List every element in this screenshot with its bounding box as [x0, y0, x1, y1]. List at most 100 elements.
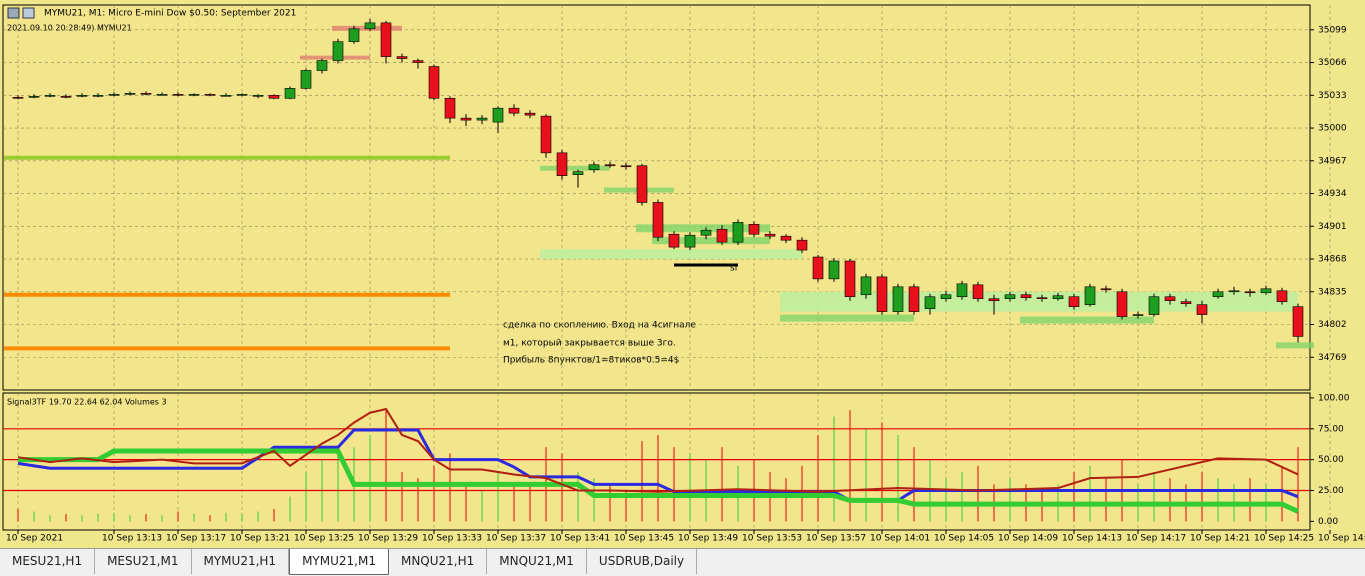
- candle-body: [140, 93, 152, 95]
- icon: [7, 7, 20, 19]
- candle-body: [316, 60, 328, 71]
- chart: MYMU21, M1: Micro E-mini Dow $0.50: Sept…: [2, 4, 1365, 544]
- tab[interactable]: MYMU21,H1: [192, 549, 290, 574]
- candle-body: [668, 233, 680, 248]
- candle-body: [284, 88, 296, 99]
- annotation: м1, который закрывается выше 3го.: [503, 339, 676, 349]
- candle-body: [524, 112, 536, 116]
- x-tick-label: 10 Sep 13:45: [614, 534, 674, 544]
- y-tick-label: 34835: [1318, 287, 1347, 297]
- zone: [636, 224, 770, 233]
- x-tick-label: 10 Sep 13:53: [742, 534, 802, 544]
- tab[interactable]: MESU21,M1: [95, 549, 192, 574]
- candle-body: [396, 56, 408, 59]
- chart-subtitle: 2021.09.10 20:28:49) MYMU21: [7, 24, 132, 33]
- candle-body: [956, 283, 968, 298]
- candle-body: [796, 239, 808, 251]
- candle-body: [940, 294, 952, 300]
- candle-body: [588, 164, 600, 171]
- tab[interactable]: MESU21,H1: [0, 549, 96, 574]
- annotation: сделка по скоплению. Вход на 4сигнале: [503, 321, 696, 331]
- candle-body: [476, 117, 488, 121]
- candle-body: [172, 94, 184, 96]
- zone: [540, 165, 610, 171]
- candle-body: [444, 97, 456, 119]
- y-tick-label: 100.00: [1318, 393, 1350, 403]
- y-tick-label: 75.00: [1318, 424, 1344, 434]
- indicator-line: [17, 407, 1299, 493]
- candle-body: [844, 260, 856, 298]
- candle-body: [12, 96, 24, 99]
- candle-body: [636, 165, 648, 203]
- x-tick-label: 10 Sep 13:25: [294, 534, 354, 544]
- icon: [22, 7, 35, 19]
- y-tick-label: 34868: [1318, 255, 1347, 265]
- candle-body: [460, 117, 472, 121]
- candle-body: [44, 94, 56, 97]
- candle-body: [236, 94, 248, 96]
- candle-body: [1068, 296, 1080, 307]
- candle-body: [828, 260, 840, 280]
- x-tick-label: 10 Sep 14:17: [1126, 534, 1186, 544]
- candle-body: [28, 95, 40, 98]
- tab[interactable]: MNQU21,M1: [487, 549, 587, 574]
- candle-body: [748, 223, 760, 235]
- zone: [1276, 342, 1314, 349]
- candle-body: [620, 165, 632, 168]
- y-tick-label: 34934: [1318, 189, 1347, 199]
- candle-body: [1260, 288, 1272, 294]
- candle-body: [924, 296, 936, 309]
- y-tick-label: 34901: [1318, 222, 1347, 232]
- candle-body: [332, 41, 344, 61]
- candle-body: [556, 152, 568, 176]
- candle-body: [124, 93, 136, 95]
- candle-body: [428, 66, 440, 99]
- x-tick-label: 10 Sep 14:13: [1062, 534, 1122, 544]
- candle-body: [572, 171, 584, 175]
- candle-body: [908, 286, 920, 312]
- candle-body: [92, 94, 104, 97]
- candle-body: [988, 298, 1000, 301]
- candle-body: [684, 234, 696, 248]
- candle-body: [1036, 297, 1048, 300]
- candle-body: [268, 94, 280, 99]
- candle-body: [204, 94, 216, 96]
- x-tick-label: 10 Sep 13:37: [486, 534, 546, 544]
- candle-body: [780, 235, 792, 241]
- candle-body: [1132, 314, 1144, 316]
- x-tick-label: 10 Sep 13:29: [358, 534, 418, 544]
- candle-body: [1164, 296, 1176, 301]
- candle-body: [60, 95, 72, 98]
- x-tick-label: 10 Sep 14:29: [1318, 534, 1365, 544]
- candle-body: [508, 107, 520, 114]
- x-tick-label: 10 Sep 14:25: [1254, 534, 1314, 544]
- tab[interactable]: MYMU21,M1: [289, 549, 389, 575]
- candle-body: [732, 222, 744, 243]
- candle-body: [1052, 295, 1064, 300]
- x-tick-label: 10 Sep 14:05: [934, 534, 994, 544]
- tab[interactable]: MNQU21,H1: [389, 549, 488, 574]
- candle-body: [252, 94, 264, 97]
- candle-body: [364, 22, 376, 30]
- x-tick-label: 10 Sep 14:09: [998, 534, 1058, 544]
- x-tick-label: 10 Sep 14:01: [870, 534, 930, 544]
- zone: [652, 237, 770, 245]
- candle-body: [188, 94, 200, 96]
- tab[interactable]: USDRUB,Daily: [587, 549, 698, 574]
- candle-body: [860, 276, 872, 296]
- candle-body: [1196, 304, 1208, 315]
- y-tick-label: 35066: [1318, 58, 1347, 68]
- candle-body: [812, 256, 824, 280]
- candle-body: [716, 228, 728, 243]
- candle-body: [1292, 306, 1304, 337]
- chart-title: MYMU21, M1: Micro E-mini Dow $0.50: Sept…: [44, 9, 296, 19]
- candle-body: [220, 94, 232, 97]
- x-tick-label: 10 Sep 13:17: [166, 534, 226, 544]
- annotation-group: сделка по скоплению. Вход на 4сигнале м1,…: [503, 264, 737, 366]
- x-tick-label: 10 Sep 13:57: [806, 534, 866, 544]
- candle-body: [300, 70, 312, 89]
- candle-body: [1276, 290, 1288, 302]
- x-tick-label: 10 Sep 13:13: [102, 534, 162, 544]
- candle-body: [1116, 291, 1128, 317]
- candle-body: [108, 94, 120, 96]
